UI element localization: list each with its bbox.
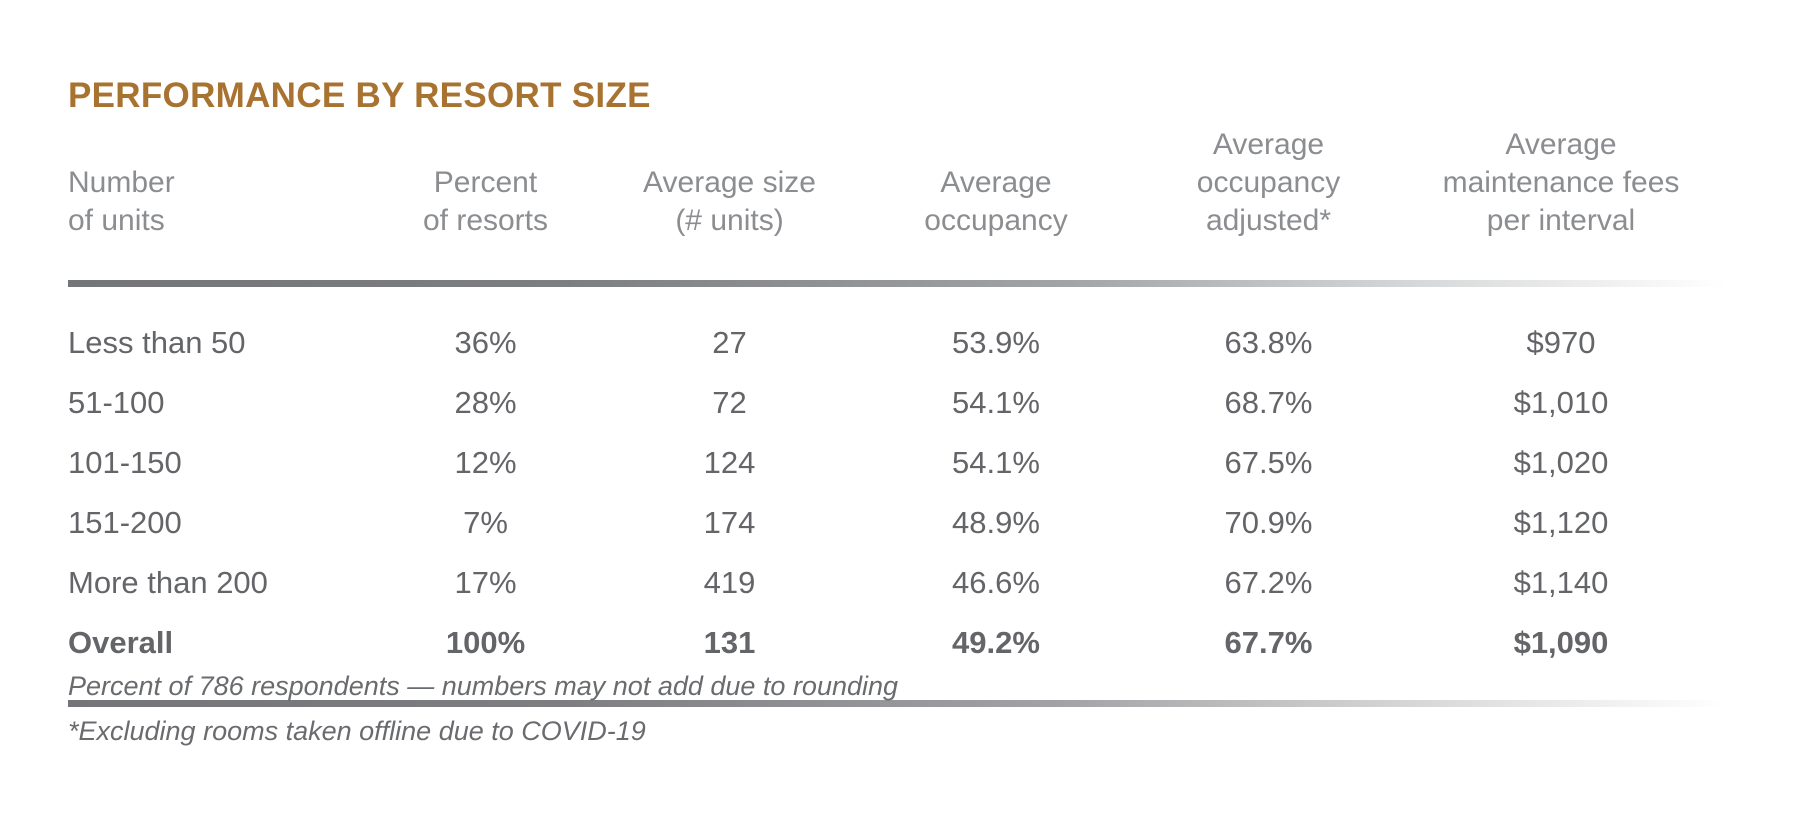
cell-number-of-units: 51-100 <box>68 385 165 420</box>
cell-average-occupancy: 48.9% <box>952 505 1040 540</box>
cell-number-of-units: Overall <box>68 625 174 660</box>
table-row: 151-200 7% 174 48.9% 70.9% $1,120 <box>68 493 1726 553</box>
cell-average-size: 131 <box>703 625 756 660</box>
cell-average-occupancy-adjusted: 67.2% <box>1224 565 1313 600</box>
footnote-respondents: Percent of 786 respondents — numbers may… <box>68 671 899 701</box>
cell-average-size: 174 <box>703 505 756 540</box>
header-divider-rule <box>68 279 1726 287</box>
col-header-average-occupancy-adjusted: Average occupancy adjusted* <box>1196 128 1341 237</box>
header-divider-row <box>68 253 1726 313</box>
cell-percent-of-resorts: 12% <box>454 445 517 480</box>
table-title: PERFORMANCE BY RESORT SIZE <box>68 76 651 115</box>
col-header-average-occupancy: Average occupancy <box>924 166 1068 237</box>
cell-maintenance-fees: $1,120 <box>1513 505 1609 540</box>
cell-average-occupancy-adjusted: 70.9% <box>1224 505 1313 540</box>
col-header-average-maintenance-fees: Average maintenance fees per interval <box>1442 128 1680 237</box>
cell-maintenance-fees: $1,010 <box>1513 385 1609 420</box>
header-row: Number of units Percent of resorts Avera… <box>68 108 1726 253</box>
cell-average-occupancy-adjusted: 67.5% <box>1224 445 1313 480</box>
cell-average-size: 72 <box>712 385 747 420</box>
cell-average-occupancy-adjusted: 68.7% <box>1224 385 1313 420</box>
cell-percent-of-resorts: 36% <box>454 325 517 360</box>
col-header-average-size: Average size (# units) <box>643 166 816 237</box>
table-row-overall: Overall 100% 131 49.2% 67.7% $1,090 <box>68 613 1726 673</box>
cell-number-of-units: Less than 50 <box>68 325 246 360</box>
cell-percent-of-resorts: 28% <box>454 385 517 420</box>
cell-average-size: 124 <box>703 445 756 480</box>
footnote-covid: *Excluding rooms taken offline due to CO… <box>68 716 646 746</box>
cell-average-occupancy: 54.1% <box>952 445 1040 480</box>
cell-percent-of-resorts: 100% <box>445 625 526 660</box>
cell-number-of-units: 101-150 <box>68 445 182 480</box>
cell-number-of-units: More than 200 <box>68 565 268 600</box>
cell-maintenance-fees: $970 <box>1526 325 1596 360</box>
table-row: 101-150 12% 124 54.1% 67.5% $1,020 <box>68 433 1726 493</box>
cell-average-occupancy-adjusted: 63.8% <box>1224 325 1313 360</box>
table-row: Less than 50 36% 27 53.9% 63.8% $970 <box>68 313 1726 373</box>
cell-average-occupancy: 49.2% <box>952 625 1040 660</box>
cell-average-occupancy: 53.9% <box>952 325 1040 360</box>
cell-percent-of-resorts: 17% <box>454 565 517 600</box>
footer-divider-rule <box>68 699 1726 707</box>
performance-by-resort-size-table: Number of units Percent of resorts Avera… <box>68 108 1726 733</box>
cell-percent-of-resorts: 7% <box>463 505 508 540</box>
cell-average-size: 27 <box>712 325 747 360</box>
footer-divider-row <box>68 673 1726 733</box>
cell-average-occupancy-adjusted: 67.7% <box>1224 625 1313 660</box>
cell-average-occupancy: 54.1% <box>952 385 1040 420</box>
col-header-number-of-units: Number of units <box>68 166 175 237</box>
cell-maintenance-fees: $1,090 <box>1513 625 1609 660</box>
cell-maintenance-fees: $1,140 <box>1513 565 1609 600</box>
cell-average-occupancy: 46.6% <box>952 565 1040 600</box>
footnotes: Percent of 786 respondents — numbers may… <box>68 664 898 754</box>
cell-number-of-units: 151-200 <box>68 505 182 540</box>
cell-average-size: 419 <box>703 565 756 600</box>
table-row: More than 200 17% 419 46.6% 67.2% $1,140 <box>68 553 1726 613</box>
col-header-percent-of-resorts: Percent of resorts <box>422 166 549 237</box>
cell-maintenance-fees: $1,020 <box>1513 445 1609 480</box>
table-row: 51-100 28% 72 54.1% 68.7% $1,010 <box>68 373 1726 433</box>
